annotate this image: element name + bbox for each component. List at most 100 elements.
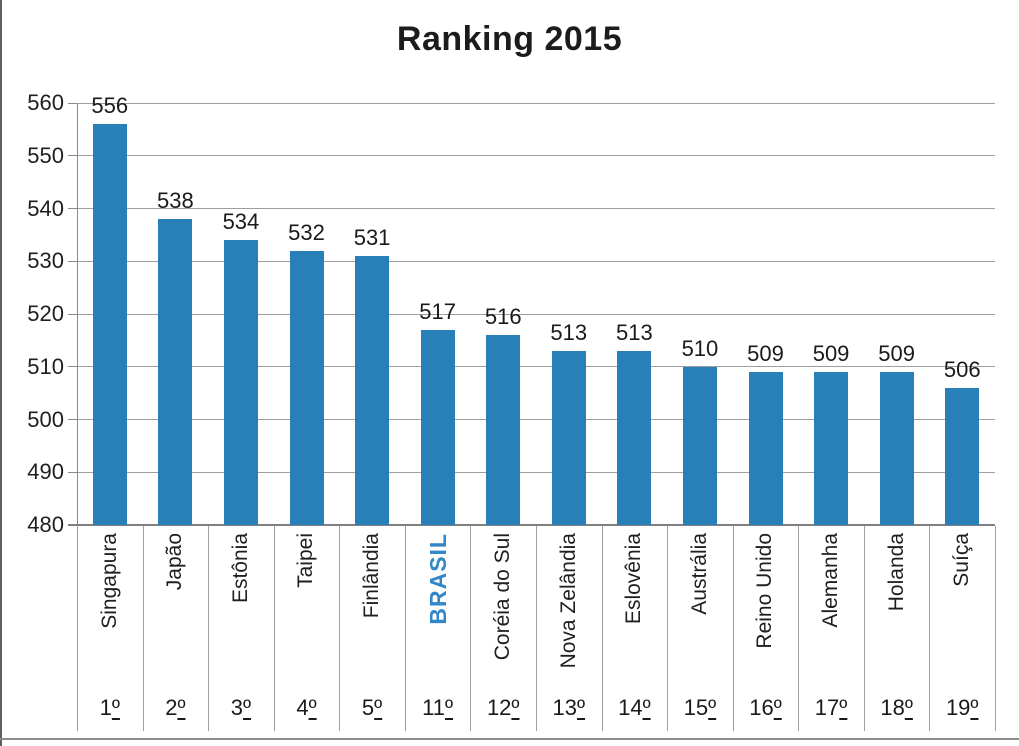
ordinal-indicator: º [177,695,186,720]
ordinal-indicator: º [970,695,979,720]
gridline [77,102,995,104]
category-label: Suíça [950,533,974,587]
gridline [77,208,995,209]
x-axis-line [68,524,995,526]
category-label: Estônia [228,533,252,604]
category-label: Taipei [294,533,318,588]
ordinal-indicator: º [708,695,717,720]
rank-label: 4º [296,695,317,720]
bar [682,366,717,525]
bar-value-label: 531 [353,224,391,250]
gridline [77,260,995,262]
y-axis-tick [68,313,77,315]
category-label: Holanda [884,533,908,612]
bar-value-label: 517 [419,298,456,324]
category-label: Finlândia [360,533,384,619]
chart-title: Ranking 2015 [396,20,623,58]
category-separator [536,526,537,731]
gridline [77,419,995,420]
ordinal-indicator: º [511,695,520,720]
y-axis-tick-label: 550 [27,142,64,168]
bar-value-label: 556 [91,93,129,119]
ordinal-indicator: º [773,695,782,720]
category-separator [863,526,865,731]
y-axis-tick-label: 520 [27,301,64,326]
category-label: Eslovênia [622,533,646,625]
bar [551,350,586,525]
bar [92,124,127,525]
y-axis-line [77,103,78,525]
ordinal-indicator: º [111,695,120,720]
ordinal-indicator: º [577,695,586,720]
gridline [77,313,995,315]
category-separator [995,526,996,731]
category-separator [404,526,406,731]
category-separator [929,526,931,731]
category-separator [667,526,669,731]
y-axis-tick-label: 540 [27,195,64,221]
bar [945,387,980,525]
bar [814,372,849,525]
bar [289,250,324,525]
y-axis-tick-label: 560 [27,90,64,115]
bar-value-label: 534 [222,209,260,235]
y-axis-tick-label: 530 [27,248,64,274]
y-axis-tick [68,260,77,262]
rank-label: 1º [99,695,120,720]
bar [158,219,193,525]
y-axis-tick-label: 500 [27,406,64,432]
bar-value-label: 532 [288,219,325,245]
category-label: Coréia do Sul [491,533,515,661]
category-label-brasil: BRASIL [424,533,451,625]
chart-border-bottom [0,738,1019,740]
bar-value-label: 509 [747,341,784,367]
rank-label: 2º [165,695,186,720]
rank-label: 18º [880,695,913,720]
bar-value-label: 538 [156,188,194,214]
bar [617,350,652,525]
bar-value-label: 513 [615,319,653,345]
bar-value-label: 513 [550,319,588,345]
category-separator [273,526,275,731]
bar [486,335,521,525]
category-label: Reino Unido [753,533,777,649]
bar-value-label: 516 [484,304,522,330]
y-axis-tick-label: 490 [27,459,64,485]
ordinal-indicator: º [904,695,913,720]
category-separator [798,526,800,731]
rank-label: 13º [552,695,586,720]
y-axis-tick [68,419,77,420]
category-separator [208,526,210,731]
rank-label: 11º [422,695,454,720]
rank-label: 14º [618,695,651,720]
rank-label: 17º [814,695,848,720]
bar [748,372,783,525]
category-separator [601,526,603,731]
rank-label: 12º [486,695,520,720]
y-axis-tick-label: 510 [27,353,64,379]
ordinal-indicator: º [445,695,454,720]
gridline [77,366,995,368]
bar [223,240,258,525]
y-axis-tick [68,208,77,209]
rank-label: 3º [230,695,252,720]
ordinal-indicator: º [374,695,383,720]
y-axis-tick-label: 480 [27,512,64,537]
y-axis-tick [68,155,77,157]
category-separator [732,526,734,731]
category-label: Austrália [687,533,711,615]
ordinal-indicator: º [642,695,651,720]
bar-value-label: 509 [878,341,915,367]
rank-label: 19º [945,695,979,720]
bar [355,255,390,525]
category-label: Alemanha [819,533,843,628]
bar-value-label: 509 [812,341,850,367]
category-label: Nova Zelândia [556,533,580,669]
rank-label: 15º [683,695,717,720]
bar [879,372,914,525]
category-separator [470,526,472,731]
y-axis-tick [68,471,77,473]
y-axis-tick [68,102,77,104]
